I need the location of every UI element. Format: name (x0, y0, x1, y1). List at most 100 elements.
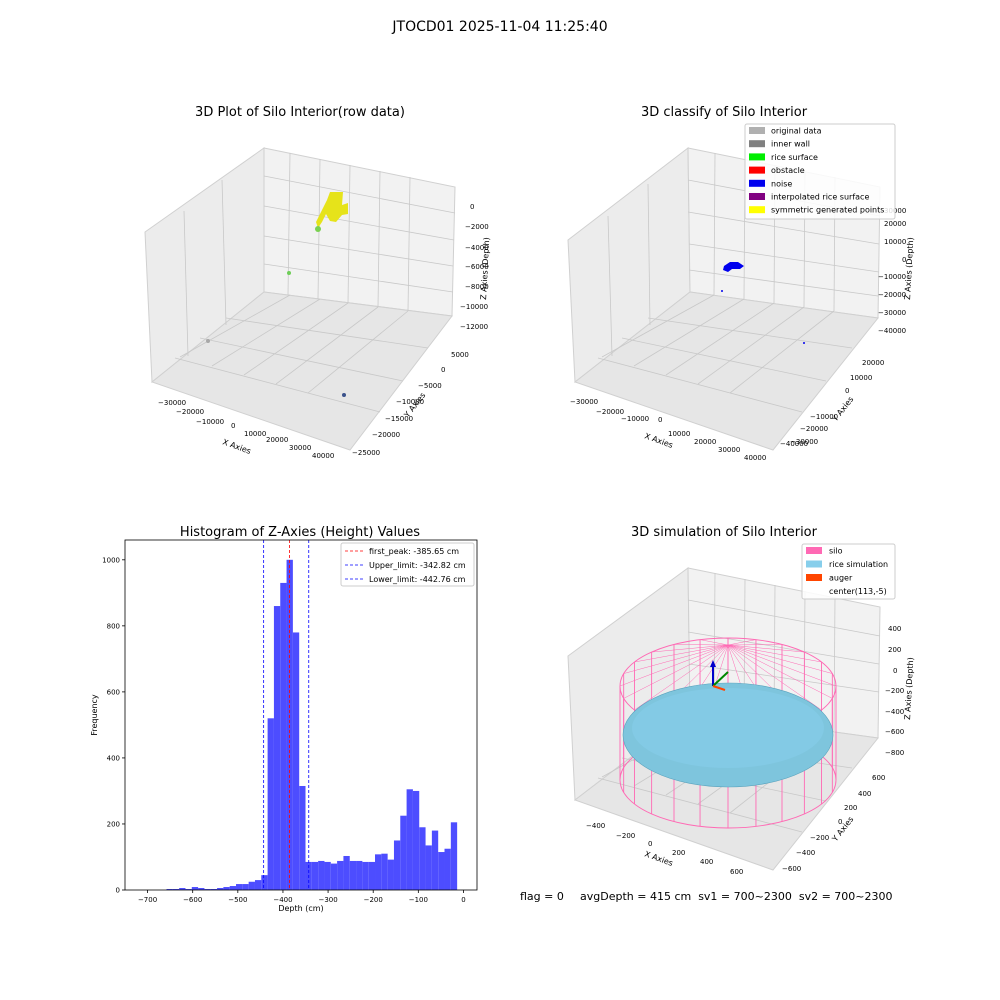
x-tick-labels: −30000 −20000 −10000 0 10000 20000 30000… (158, 399, 334, 460)
x-tick-label: −400 (586, 822, 605, 830)
legend-label: first_peak: -385.65 cm (369, 547, 459, 556)
histogram-bar (286, 559, 293, 890)
x-tick-label: −600 (183, 896, 202, 904)
y-tick-label: 5000 (451, 351, 469, 359)
legend-entries: silo rice simulation auger center(113,-5) (806, 547, 888, 596)
z-tick-label: −200 (885, 687, 904, 695)
y-tick-label: −200 (810, 834, 829, 842)
noise-cluster (723, 262, 744, 272)
x-tick-label: −20000 (596, 408, 624, 416)
histogram-bar (450, 822, 458, 890)
x-tick-label: 10000 (244, 430, 266, 438)
x-axis-label: Depth (cm) (278, 904, 323, 913)
legend-label: silo (829, 547, 843, 556)
z-tick-label: 0 (470, 203, 474, 211)
histogram-bar (412, 790, 420, 890)
y-ticks: 0 200 400 600 800 1000 (102, 556, 125, 895)
z-tick-label: −2000 (465, 223, 489, 231)
x-tick-label: 40000 (744, 454, 766, 462)
x-tick-label: 20000 (694, 438, 716, 446)
silo-roof-line (727, 644, 822, 711)
y-tick-label: 400 (858, 790, 871, 798)
z-tick-labels: 30000 20000 10000 0 −10000 −20000 −30000… (878, 207, 906, 335)
x-tick-label: −10000 (621, 415, 649, 423)
histogram-bars (166, 559, 458, 890)
chart-title: Histogram of Z-Axies (Height) Values (180, 525, 420, 540)
y-axis-label: Y Axies (830, 815, 856, 844)
pane-floor (150, 291, 453, 451)
x-tick-labels: −30000 −20000 −10000 0 10000 20000 30000… (570, 398, 766, 462)
y-tick-label: −30000 (790, 438, 818, 446)
pane-floor (573, 291, 879, 451)
x-tick-label: 0 (231, 422, 235, 430)
y-tick-labels: 600 400 200 0 −200 −400 −600 (782, 774, 885, 873)
z-tick-label: −6000 (465, 263, 489, 271)
histogram-bar (292, 632, 300, 890)
y-tick-label: −25000 (352, 449, 380, 457)
status-statistics: avgDepth = 415 cm sv1 = 700~2300 sv2 = 7… (580, 890, 893, 903)
histogram-bar (368, 861, 376, 890)
z-tick-label: 10000 (884, 238, 906, 246)
noise-points (721, 262, 805, 344)
y-tick-labels: 5000 0 −5000 −10000 −15000 −20000 −25000 (352, 351, 469, 457)
legend-label: symmetric generated points (771, 206, 884, 215)
y-axis-label: Frequency (90, 694, 99, 736)
legend-label: interpolated rice surface (771, 193, 869, 202)
silo-roof-line (651, 644, 729, 653)
point-cluster-upper (316, 192, 348, 228)
y-tick-label: 20000 (862, 359, 884, 367)
y-tick-label: 600 (872, 774, 885, 782)
silo-roof-line (634, 644, 729, 663)
auger-axes-marker (710, 660, 729, 691)
histogram-bar (324, 861, 331, 890)
z-tick-label: 20000 (884, 220, 906, 228)
histogram-bar (185, 889, 192, 890)
x-tick-label: 600 (730, 868, 743, 876)
x-tick-label: 10000 (668, 430, 690, 438)
y-tick-label: −10000 (810, 413, 838, 421)
legend-swatch (749, 193, 765, 200)
legend-frame (744, 123, 896, 220)
legend-swatch (806, 547, 822, 554)
legend-entries: original data inner wall rice surface obsta… (749, 127, 884, 215)
legend: first_peak: -385.65 cm Upper_limit: -342.… (340, 542, 475, 587)
y-tick-label: −10000 (396, 398, 424, 406)
x-tick-labels: −400 −200 0 200 400 600 (586, 822, 743, 876)
legend-swatch (749, 206, 765, 214)
noise-point (803, 342, 805, 344)
x-axis-label: X Axies (221, 437, 252, 456)
histogram-bar (375, 854, 382, 890)
histogram-bar (381, 853, 388, 890)
histogram-bar (242, 884, 249, 890)
x-ticks: −700 −600 −500 −400 −300 −200 −100 0 (138, 890, 466, 904)
histogram-bar (356, 860, 363, 890)
legend-swatch (806, 560, 822, 568)
z-tick-label: −800 (885, 749, 904, 757)
histogram-bar (273, 606, 281, 890)
y-tick-label: 200 (844, 804, 857, 812)
silo-roof-line (727, 644, 783, 646)
legend-frame (801, 543, 896, 600)
histogram-bar (172, 889, 180, 890)
y-tick-label: 1000 (102, 556, 120, 564)
panel-simulation: 3D simulation of Silo Interior (567, 525, 915, 876)
y-tick-label: −5000 (418, 382, 442, 390)
y-tick-label: 0 (441, 366, 445, 374)
chart-title: 3D Plot of Silo Interior(row data) (195, 105, 405, 120)
histogram-bar (236, 884, 243, 890)
y-axis-label: Y Axies (830, 395, 856, 424)
y-tick-label: 600 (107, 688, 120, 696)
z-tick-label: 200 (888, 646, 901, 654)
silo-roof-line (727, 644, 833, 674)
legend-frame (340, 542, 475, 587)
z-axis-label: Z Axies (Depth) (479, 237, 491, 300)
silo-roof-line (727, 639, 756, 646)
x-tick-label: −300 (318, 896, 337, 904)
auger-arrowhead (710, 660, 716, 667)
figure-suptitle: JTOCD01 2025-11-04 11:25:40 (391, 19, 607, 35)
legend-swatch (749, 153, 765, 161)
z-tick-label: −10000 (878, 273, 906, 281)
legend-label: noise (771, 179, 792, 188)
y-tick-label: 800 (107, 622, 120, 630)
legend-label: center(113,-5) (829, 587, 887, 596)
